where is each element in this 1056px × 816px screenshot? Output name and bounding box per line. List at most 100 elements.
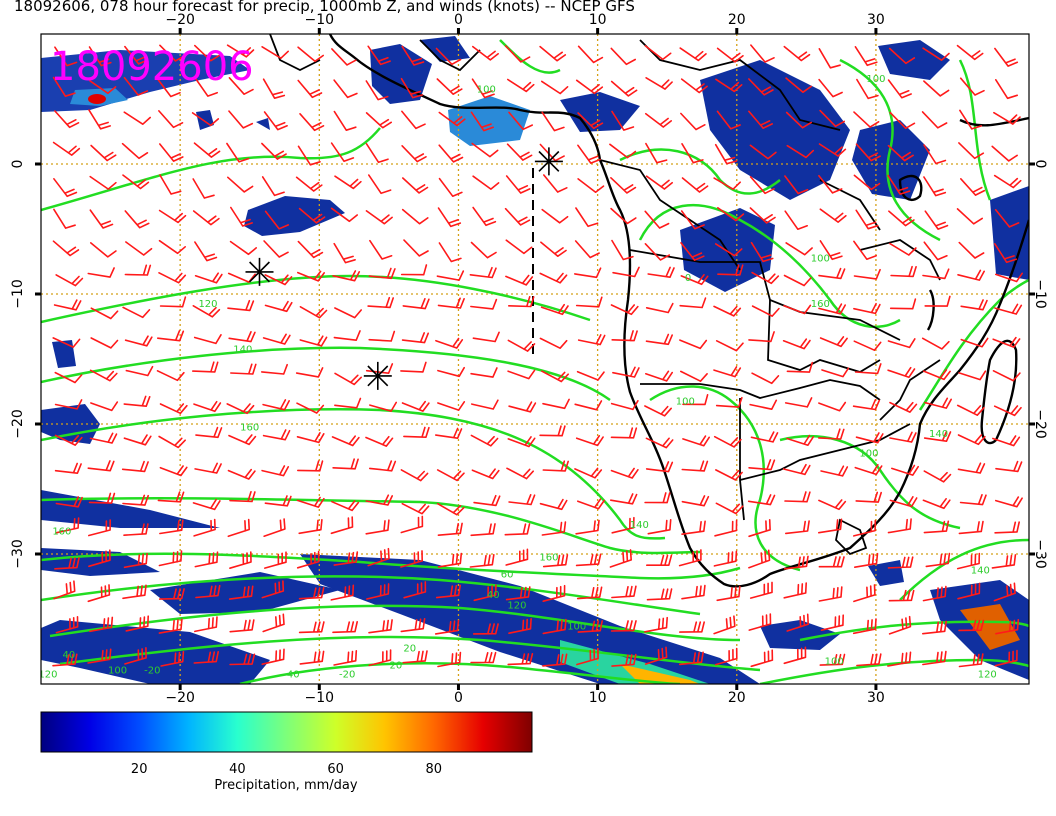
west-africa-coast <box>328 34 1029 588</box>
wind-barb <box>330 516 354 535</box>
wind-barb <box>681 495 710 507</box>
wind-barb <box>436 469 465 482</box>
wind-barb <box>333 242 356 264</box>
wind-barb <box>159 519 184 535</box>
wind-barb <box>194 272 223 284</box>
wind-barb <box>193 651 219 664</box>
wind-barb <box>437 366 465 378</box>
wind-barb <box>715 469 743 481</box>
wind-barb <box>505 274 534 286</box>
wind-barb <box>748 78 774 96</box>
wind-barb <box>819 208 847 223</box>
border <box>767 299 881 373</box>
wind-barb <box>55 616 79 634</box>
wind-barb <box>229 240 257 256</box>
lon-tick-label-bottom: 0 <box>454 690 463 706</box>
wind-barb <box>295 367 324 378</box>
wind-barb <box>367 45 391 66</box>
wind-barb <box>194 241 218 262</box>
wind-barb <box>750 241 774 263</box>
wind-barb <box>854 464 883 476</box>
wind-barb <box>678 651 704 666</box>
wind-barb <box>542 584 566 602</box>
wind-barb <box>783 304 812 315</box>
wind-barb <box>542 653 568 667</box>
wind-barb <box>678 549 702 567</box>
wind-barb <box>156 78 181 98</box>
wind-barb <box>438 242 462 263</box>
map-frame <box>40 33 1030 685</box>
wind-barb <box>334 397 362 409</box>
wind-barb <box>261 648 285 665</box>
wind-barb <box>541 521 567 536</box>
wind-barb <box>52 240 80 257</box>
wind-barb <box>297 270 325 282</box>
wind-barb <box>887 174 911 195</box>
wind-barb <box>158 272 187 284</box>
contour-label: 120 <box>38 670 57 681</box>
wind-barb <box>332 458 359 470</box>
wind-barb <box>193 400 222 413</box>
contour-label: 0 <box>685 273 691 284</box>
wind-barb <box>714 143 738 165</box>
wind-barb <box>610 493 638 505</box>
wind-barb <box>332 621 358 634</box>
edge-ticks <box>35 28 1035 690</box>
wind-barb <box>506 143 533 161</box>
wind-barb <box>995 619 1020 635</box>
wind-barb <box>330 207 358 223</box>
colorbar-ticks: 20 40 60 80 <box>131 762 442 777</box>
wind-barb <box>125 615 149 632</box>
wind-barb <box>994 209 1020 228</box>
wind-barb <box>121 460 149 473</box>
wind-barb <box>889 298 917 310</box>
wind-barb <box>681 143 704 164</box>
wind-barb <box>261 580 285 599</box>
wind-barb <box>158 588 185 600</box>
wind-barb <box>783 582 807 599</box>
wind-barb <box>52 76 76 97</box>
wind-barb <box>54 462 82 474</box>
wind-barb <box>577 112 604 130</box>
wind-barb <box>331 500 360 512</box>
wind-barb <box>748 549 771 569</box>
wind-barb <box>226 142 250 163</box>
wind-barb <box>504 207 531 226</box>
contour-labels: 1201401601601401601201006040202040100120… <box>38 74 997 681</box>
wind-barb <box>297 240 324 259</box>
wind-barb <box>888 615 912 635</box>
wind-barb <box>853 302 881 315</box>
center-markers <box>245 147 563 390</box>
contour-label: -40 <box>283 670 299 681</box>
wind-barb <box>435 337 464 349</box>
wind-barb <box>610 47 636 66</box>
wind-barb <box>54 399 83 410</box>
wind-barb <box>540 303 569 316</box>
lon-tick-label-top: 30 <box>867 12 885 28</box>
wind-barb <box>958 241 985 259</box>
wind-barb <box>333 650 358 666</box>
wind-barb <box>855 432 884 444</box>
lat-tick-label-right: −20 <box>1032 409 1048 439</box>
lat-tick-label-left: 0 <box>10 160 26 169</box>
wind-barb <box>400 550 423 568</box>
wind-barb <box>192 210 220 226</box>
wind-barb <box>508 296 535 308</box>
wind-barb <box>956 552 981 570</box>
wind-barb <box>437 552 463 568</box>
wind-barb <box>157 491 185 503</box>
wind-barb <box>818 499 847 511</box>
contour-line <box>41 346 611 402</box>
wind-barb <box>438 144 464 163</box>
wind-barb <box>612 266 640 278</box>
wind-barb <box>470 367 498 378</box>
wind-barb <box>574 400 603 411</box>
contour-label: 40 <box>62 650 75 661</box>
wind-barb <box>89 616 114 633</box>
wind-barb <box>298 207 326 224</box>
wind-barbs <box>52 44 1023 668</box>
wind-barb <box>368 649 392 667</box>
wind-barb <box>715 502 744 515</box>
wind-barb <box>957 462 986 474</box>
wind-barb <box>748 613 772 631</box>
